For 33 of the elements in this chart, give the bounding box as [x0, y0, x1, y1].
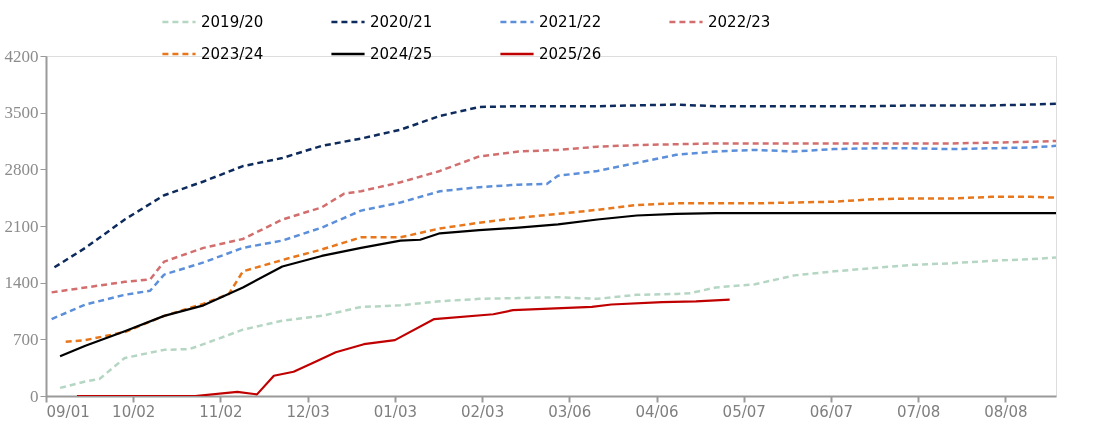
- x-tick-label: 06/07: [809, 402, 854, 421]
- line-series: [50, 144, 1056, 321]
- y-tick-label: 700: [13, 329, 39, 349]
- legend-label: 2019/20: [201, 13, 264, 31]
- legend-label: 2023/24: [201, 45, 264, 63]
- line-series: [58, 256, 1056, 390]
- line-series: [53, 102, 1056, 269]
- x-tick-label: 05/07: [722, 402, 766, 421]
- x-tick-label: 10/02: [112, 402, 156, 421]
- legend-label: 2024/25: [370, 45, 433, 63]
- x-tick-label: 11/02: [199, 402, 243, 421]
- legend-label: 2021/22: [539, 13, 602, 31]
- y-tick-label: 1400: [4, 273, 39, 293]
- y-tick-label: 4200: [4, 46, 39, 66]
- x-tick-label: 04/06: [635, 402, 679, 421]
- x-tick-label: 03/06: [548, 402, 592, 421]
- x-tick-label: 12/03: [286, 402, 330, 421]
- x-tick-label: 01/03: [373, 402, 417, 421]
- y-tick-label: 2800: [4, 159, 39, 179]
- line-series: [64, 195, 1056, 344]
- y-tick-label: 0: [30, 386, 39, 406]
- line-series: [50, 139, 1056, 294]
- legend-label: 2025/26: [539, 45, 602, 63]
- line-series: [75, 298, 731, 396]
- x-tick-label: 08/08: [984, 402, 1028, 421]
- legend-label: 2020/21: [370, 13, 433, 31]
- x-tick-label: 02/03: [460, 402, 505, 421]
- x-tick-label: 07/08: [897, 402, 941, 421]
- line-series: [58, 211, 1056, 358]
- legend-label: 2022/23: [708, 13, 771, 31]
- x-tick-label: 09/01: [46, 402, 90, 421]
- y-tick-label: 2100: [4, 216, 39, 236]
- y-tick-label: 3500: [4, 103, 39, 123]
